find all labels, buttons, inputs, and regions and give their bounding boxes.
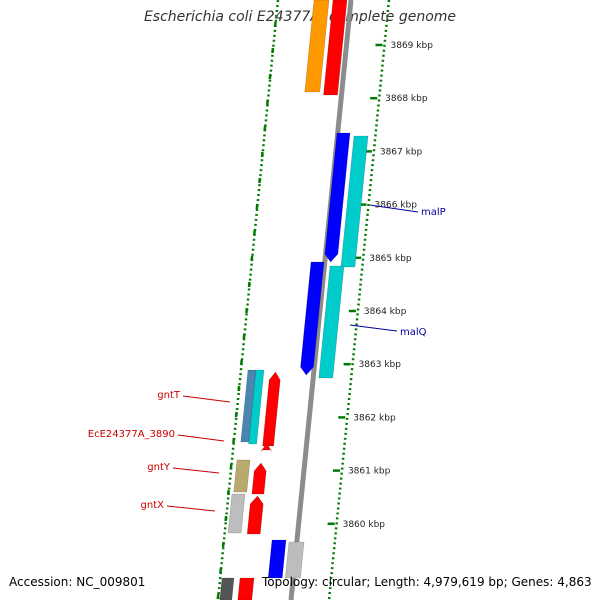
gene-grey [227,493,246,534]
left-ruler-dash [224,515,228,522]
leader-line [182,395,231,403]
left-ruler-dash [252,229,256,236]
gene-malQ-cyan [318,265,345,379]
left-ruler-dash [239,359,243,366]
tick-label: 3864 kbp [364,307,407,317]
gene-label-EcE24377A_3890[interactable]: EcE24377A_3890 [88,429,175,440]
leader-line [166,505,216,512]
tick-label: 3865 kbp [369,254,412,264]
genome-backbone [288,0,354,600]
tick-label: 3869 kbp [391,41,434,51]
left-ruler-dash [216,593,220,600]
left-ruler-dash [242,333,246,340]
gene-dark [219,577,235,600]
left-ruler-dash [247,281,251,288]
tick-label: 3866 kbp [375,201,418,211]
genome-title: Escherichia coli E24377A, complete genom… [143,9,457,25]
left-ruler-dash [273,21,277,28]
left-ruler-dash [219,567,223,574]
tick-label: 3863 kbp [359,360,402,370]
tick-label: 3862 kbp [353,413,396,423]
gene-label-gntT[interactable]: gntT [157,390,181,401]
tick-label: 3861 kbp [348,467,391,477]
gene-gntT-steel [240,369,257,443]
gene-label-gntX[interactable]: gntX [141,500,165,511]
gene-khaki [233,459,251,493]
tick-label: 3867 kbp [380,147,423,157]
leader-line [369,204,419,213]
left-ruler-dash [229,463,233,470]
tick-label: 3868 kbp [385,94,428,104]
left-ruler-dash [263,125,267,132]
left-ruler-dash [268,73,272,80]
gene-gntT-cyan [248,369,265,445]
gene-malP-blue [324,132,351,263]
accession-label: Accession: NC_009801 [9,575,146,589]
gene-red [323,0,348,96]
gene-label-malP[interactable]: malP [421,207,446,218]
left-ruler-dash [255,203,259,210]
tick-label: 3860 kbp [343,520,386,530]
gene-red-bottom [237,577,255,600]
left-ruler-dash [232,437,236,444]
gene-gntY-red [251,462,267,495]
gene-red-small [260,442,272,453]
left-ruler-dash [221,541,225,548]
left-ruler-dash [260,151,264,158]
left-ruler-dash [237,385,241,392]
gene-blue-lower [267,539,287,579]
left-ruler-dash [271,47,275,54]
leader-line [349,324,398,332]
gene-label-gntY[interactable]: gntY [147,462,171,473]
left-ruler-dash [234,411,238,418]
gene-label-malQ[interactable]: malQ [400,327,427,338]
gene-grey-lower [285,541,305,579]
gene-gntX-red [246,495,264,535]
left-ruler-dash [250,255,254,262]
left-ruler-dash [258,177,262,184]
left-ruler-dash [226,489,230,496]
gene-orange [304,0,330,93]
left-ruler-dash [265,99,269,106]
gene-malP-cyan [340,135,369,268]
left-ruler [216,0,280,600]
gene-red-upper [262,371,281,447]
genome-info: Topology: circular; Length: 4,979,619 bp… [262,575,592,589]
left-ruler-dash [245,307,249,314]
right-ruler [327,0,391,600]
leader-line [172,467,220,474]
gene-malQ-blue [300,261,325,376]
leader-line [177,434,225,442]
